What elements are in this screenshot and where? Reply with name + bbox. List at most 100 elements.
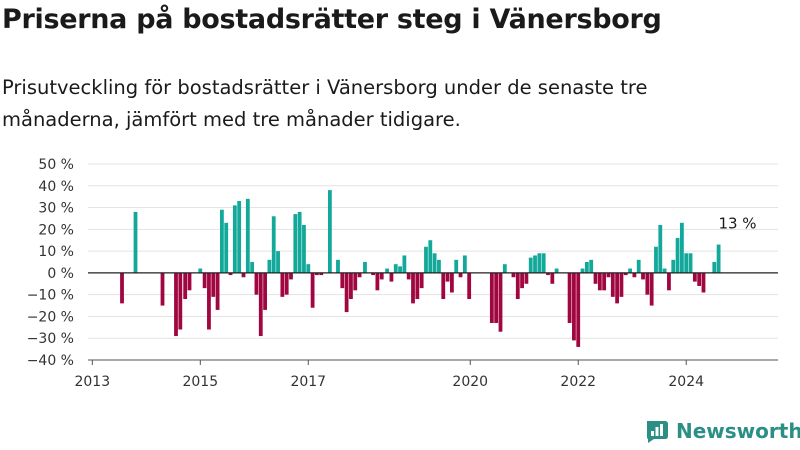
bar <box>178 272 183 330</box>
y-tick-label: −10 % <box>27 288 74 304</box>
bar <box>428 240 433 273</box>
bar <box>636 259 641 273</box>
bar <box>336 259 340 273</box>
x-tick-label: 2020 <box>452 374 488 390</box>
bar <box>602 272 607 291</box>
bar <box>187 272 192 291</box>
bar <box>306 264 311 273</box>
bar <box>302 224 306 273</box>
bar <box>215 272 220 310</box>
y-tick-label: 40 % <box>38 179 74 195</box>
bar <box>641 272 645 280</box>
bar <box>211 272 216 297</box>
bar <box>389 272 394 282</box>
chart-title: Priserna på bostadsrätter steg i Vänersb… <box>2 4 662 35</box>
bar <box>419 272 424 289</box>
chart-subtitle: Prisutveckling för bostadsrätter i Väner… <box>2 76 648 131</box>
bar <box>662 268 667 273</box>
bar <box>379 272 384 280</box>
bar <box>450 272 454 293</box>
bar <box>398 266 402 273</box>
bar <box>224 222 229 273</box>
bar <box>680 222 684 273</box>
y-tick-label: −40 % <box>27 353 74 369</box>
bar <box>344 272 349 313</box>
bar <box>363 262 367 273</box>
bar <box>385 268 390 273</box>
bar <box>202 272 207 289</box>
bar <box>241 272 246 278</box>
bar <box>327 190 332 273</box>
bar <box>502 264 507 273</box>
bar <box>589 259 594 273</box>
bar <box>671 259 676 273</box>
bar <box>198 268 203 273</box>
bar <box>297 211 302 273</box>
bar <box>489 272 494 323</box>
bar <box>550 272 555 284</box>
bar <box>120 272 124 304</box>
bar <box>375 272 380 291</box>
bar <box>406 272 411 280</box>
bar <box>441 272 446 300</box>
bar <box>712 262 717 273</box>
y-tick-label: −30 % <box>27 331 74 347</box>
bar <box>567 272 572 323</box>
x-tick-label: 2013 <box>74 374 110 390</box>
bar <box>263 272 267 310</box>
bar <box>632 272 637 278</box>
bar <box>576 272 581 347</box>
bar <box>319 272 324 276</box>
bar <box>280 272 285 297</box>
bar <box>619 272 624 297</box>
bar <box>593 272 598 284</box>
bar <box>524 272 529 284</box>
bar <box>289 272 293 280</box>
x-tick-label: 2022 <box>560 374 596 390</box>
y-axis: −40 % −30 % −20 % −10 % 0 % 10 % 20 % 30 % 40 % 5… <box>27 157 74 369</box>
bar <box>293 214 298 273</box>
bar <box>424 246 428 273</box>
newsworthy-logo: Newsworthy <box>644 418 800 444</box>
bar <box>232 205 237 273</box>
bar <box>654 246 658 273</box>
bar <box>310 272 315 308</box>
bar <box>515 272 520 300</box>
y-tick-label: 10 % <box>38 244 74 260</box>
y-tick-label: 50 % <box>38 157 74 173</box>
y-tick-label: 30 % <box>38 201 74 217</box>
bar <box>258 272 263 337</box>
bar <box>688 253 693 273</box>
bar <box>520 272 524 289</box>
x-tick-label: 2015 <box>182 374 218 390</box>
bars <box>120 190 721 347</box>
bar <box>528 257 533 273</box>
y-tick-label: 0 % <box>47 266 74 282</box>
bar <box>494 272 499 323</box>
bar <box>533 255 537 273</box>
bar <box>597 272 602 291</box>
bar <box>357 272 362 278</box>
bar <box>623 272 628 276</box>
bar <box>245 198 250 273</box>
bar <box>250 262 255 273</box>
bar <box>462 255 467 273</box>
bar <box>554 268 559 273</box>
bar <box>393 264 398 273</box>
bar <box>402 255 407 273</box>
latest-value-annotation: 13 % <box>718 215 756 233</box>
bar <box>511 272 516 278</box>
bar <box>658 224 663 273</box>
bar <box>606 272 611 278</box>
bar <box>432 253 437 273</box>
bar <box>697 272 702 286</box>
bar <box>537 253 542 273</box>
bar <box>498 272 503 332</box>
bar <box>716 244 721 273</box>
bar <box>467 272 472 300</box>
bar <box>445 272 450 282</box>
bar <box>610 272 615 297</box>
x-axis: 2013 2015 2017 2020 2022 2024 <box>74 359 778 390</box>
bar <box>271 216 276 273</box>
